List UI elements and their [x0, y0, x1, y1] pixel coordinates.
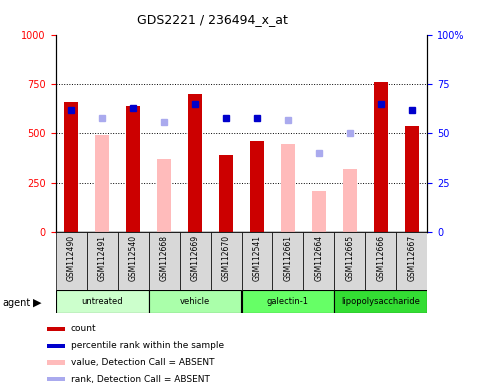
Bar	[86, 232, 117, 290]
Text: galectin-1: galectin-1	[267, 297, 309, 306]
Bar	[180, 232, 211, 290]
Text: percentile rank within the sample: percentile rank within the sample	[71, 341, 224, 350]
Bar	[242, 232, 272, 290]
Bar	[242, 290, 334, 313]
Bar	[343, 169, 357, 232]
Bar	[272, 232, 303, 290]
Bar	[405, 126, 419, 232]
Bar	[374, 82, 388, 232]
Bar	[397, 232, 427, 290]
Text: count: count	[71, 324, 96, 333]
Bar	[188, 94, 202, 232]
Bar	[303, 232, 334, 290]
Bar	[47, 377, 65, 381]
Text: GSM112661: GSM112661	[284, 235, 293, 281]
Bar	[211, 232, 242, 290]
Bar	[157, 159, 171, 232]
Text: value, Detection Call = ABSENT: value, Detection Call = ABSENT	[71, 358, 214, 367]
Bar	[149, 290, 242, 313]
Bar	[56, 290, 149, 313]
Bar	[47, 327, 65, 331]
Text: GSM112490: GSM112490	[67, 235, 75, 281]
Bar	[56, 232, 86, 290]
Bar	[219, 155, 233, 232]
Text: GSM112491: GSM112491	[98, 235, 107, 281]
Text: GSM112669: GSM112669	[190, 235, 199, 281]
Bar	[117, 232, 149, 290]
Text: GSM112667: GSM112667	[408, 235, 416, 281]
Bar	[312, 191, 326, 232]
Bar	[334, 290, 427, 313]
Bar	[47, 361, 65, 364]
Bar	[334, 232, 366, 290]
Text: GSM112666: GSM112666	[376, 235, 385, 281]
Bar	[149, 232, 180, 290]
Text: vehicle: vehicle	[180, 297, 210, 306]
Text: agent: agent	[2, 298, 30, 308]
Bar	[250, 141, 264, 232]
Text: GSM112670: GSM112670	[222, 235, 230, 281]
Text: GSM112665: GSM112665	[345, 235, 355, 281]
Text: untreated: untreated	[81, 297, 123, 306]
Text: rank, Detection Call = ABSENT: rank, Detection Call = ABSENT	[71, 375, 210, 384]
Bar	[126, 106, 140, 232]
Bar	[95, 136, 109, 232]
Text: GSM112668: GSM112668	[159, 235, 169, 281]
Bar	[64, 102, 78, 232]
Text: GSM112541: GSM112541	[253, 235, 261, 281]
Text: lipopolysaccharide: lipopolysaccharide	[341, 297, 420, 306]
Bar	[47, 344, 65, 348]
Bar	[366, 232, 397, 290]
Text: GSM112540: GSM112540	[128, 235, 138, 281]
Text: GDS2221 / 236494_x_at: GDS2221 / 236494_x_at	[137, 13, 288, 26]
Bar	[281, 144, 295, 232]
Text: GSM112664: GSM112664	[314, 235, 324, 281]
Text: ▶: ▶	[33, 298, 42, 308]
